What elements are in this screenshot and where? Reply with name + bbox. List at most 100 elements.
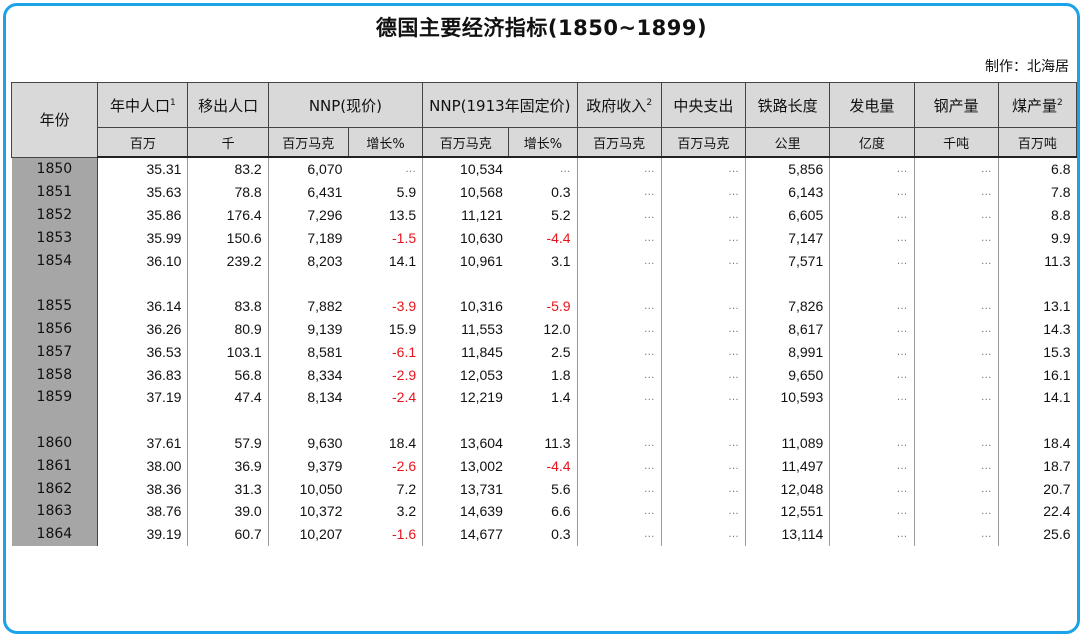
value-cell: … <box>914 203 999 227</box>
value-cell: … <box>577 522 662 546</box>
value-cell: 5.6 <box>508 477 578 500</box>
value-cell: … <box>829 157 915 181</box>
value-cell: 12,551 <box>745 499 831 523</box>
value-cell: 14.1 <box>1043 389 1071 406</box>
unit-label: 公里 <box>745 127 831 158</box>
value-cell: 7,826 <box>745 294 831 318</box>
value-cell: … <box>914 249 999 272</box>
value-cell: 37.61 <box>97 431 189 455</box>
value-cell: 6.6 <box>508 499 578 523</box>
value-cell: … <box>661 317 747 341</box>
value-cell: … <box>577 499 662 523</box>
value-cell: 36.26 <box>97 317 189 341</box>
value-cell: 16.1 <box>1043 366 1071 383</box>
year-cell: 1858 <box>11 363 99 386</box>
value-cell: … <box>661 499 747 523</box>
value-cell: 2.5 <box>508 340 578 364</box>
credit-label: 制作：北海居 <box>985 59 1069 75</box>
year-cell: 1856 <box>11 317 99 341</box>
value-cell: 8,134 <box>307 389 343 406</box>
value-cell: 18.7 <box>1043 457 1071 474</box>
value-cell: … <box>577 294 662 318</box>
value-cell: 10,630 <box>460 229 503 246</box>
value-cell: … <box>914 363 999 386</box>
value-cell: 13,114 <box>745 522 831 546</box>
value-cell: 9,379 <box>307 457 343 474</box>
value-cell: … <box>914 431 999 455</box>
value-cell: 25.6 <box>1043 526 1071 543</box>
value-cell: 10,568 <box>460 184 503 201</box>
value-cell: … <box>577 203 662 227</box>
value-cell: 35.99 <box>97 226 189 250</box>
value-cell: … <box>577 157 662 181</box>
value-cell: 10,961 <box>460 252 503 269</box>
table-row: 1850 35.31 83.2 6,070… 10,534……… 5,856…… 6.8 <box>11 157 1077 181</box>
year-cell: 1850 <box>11 157 99 181</box>
value-cell: 35.31 <box>97 157 189 181</box>
header-power: 发电量 <box>829 82 915 128</box>
year-cell: 1857 <box>11 340 99 364</box>
value-cell: 80.9 <box>187 317 269 341</box>
value-cell: 78.8 <box>187 180 269 204</box>
value-cell: 15.3 <box>1043 343 1071 360</box>
value-cell: 35.63 <box>97 180 189 204</box>
unit-label: 千 <box>187 127 269 158</box>
table-row: 1854 36.10 239.2 8,203 14.1 10,961 3.1…… 7,571…… <box>11 249 1077 272</box>
value-cell: 14,639 <box>460 503 503 520</box>
value-cell: 13,002 <box>460 457 503 474</box>
table-row: 1861 38.00 36.9 9,379 -2.6 13,002 -4.4…… 11,497… <box>11 454 1077 478</box>
value-cell: 47.4 <box>187 385 269 409</box>
value-cell: 13,604 <box>460 434 503 451</box>
value-cell: 5.2 <box>508 203 578 227</box>
value-cell: 36.10 <box>97 249 189 272</box>
value-cell: … <box>829 477 915 500</box>
table-row: 1857 36.53 103.1 8,581 -6.1 11,845 2.5…… 8,991…… <box>11 340 1077 364</box>
value-cell: -1.5 <box>348 226 424 250</box>
table-row: 1859 37.19 47.4 8,134 -2.4 12,219 1.4…… 10,593…… <box>11 385 1077 409</box>
value-cell: 6,143 <box>745 180 831 204</box>
header-population: 年中人口1 <box>97 82 189 128</box>
value-cell: … <box>577 363 662 386</box>
value-cell: 11,553 <box>461 320 503 337</box>
value-cell: 12,053 <box>460 366 503 383</box>
value-cell: 103.1 <box>187 340 269 364</box>
header-railway: 铁路长度 <box>745 82 831 128</box>
value-cell: 13.1 <box>1043 298 1071 315</box>
value-cell: 11,845 <box>461 343 503 360</box>
value-cell: … <box>661 477 747 500</box>
value-cell: 8,581 <box>307 343 343 360</box>
value-cell: -2.6 <box>348 454 424 478</box>
value-cell: 12,219 <box>460 389 503 406</box>
value-cell: 0.3 <box>508 522 578 546</box>
unit-label: 百万马克 <box>576 127 662 158</box>
value-cell: 11.3 <box>508 431 578 455</box>
value-cell: 36.9 <box>187 454 269 478</box>
value-cell: … <box>829 317 915 341</box>
value-cell: … <box>577 385 662 409</box>
value-cell: … <box>914 157 999 181</box>
value-cell: 10,534 <box>460 161 503 178</box>
year-cell: 1861 <box>11 454 99 478</box>
value-cell: 36.83 <box>97 363 189 386</box>
value-cell: 1.8 <box>508 363 578 386</box>
value-cell: -1.6 <box>348 522 424 546</box>
value-cell: 14,677 <box>460 526 503 543</box>
table-row: 1863 38.76 39.0 10,372 3.2 14,639 6.6…… 12,551…… <box>11 499 1077 523</box>
value-cell: … <box>661 294 747 318</box>
value-cell: … <box>661 249 747 272</box>
value-cell: … <box>914 317 999 341</box>
value-cell: 11,089 <box>745 431 831 455</box>
year-cell: 1854 <box>11 249 99 272</box>
unit-label: 百万马克 <box>660 127 747 158</box>
value-cell: 8.8 <box>1051 206 1071 223</box>
value-cell: 7,882 <box>307 298 343 315</box>
value-cell: … <box>577 226 662 250</box>
value-cell: -3.9 <box>348 294 424 318</box>
value-cell: -4.4 <box>508 226 578 250</box>
header-nnp-current: NNP(现价) <box>267 82 424 128</box>
value-cell: … <box>829 226 915 250</box>
value-cell: 3.2 <box>348 499 424 523</box>
value-cell: 6,431 <box>307 184 343 201</box>
value-cell: … <box>661 340 747 364</box>
value-cell: 39.19 <box>97 522 189 546</box>
